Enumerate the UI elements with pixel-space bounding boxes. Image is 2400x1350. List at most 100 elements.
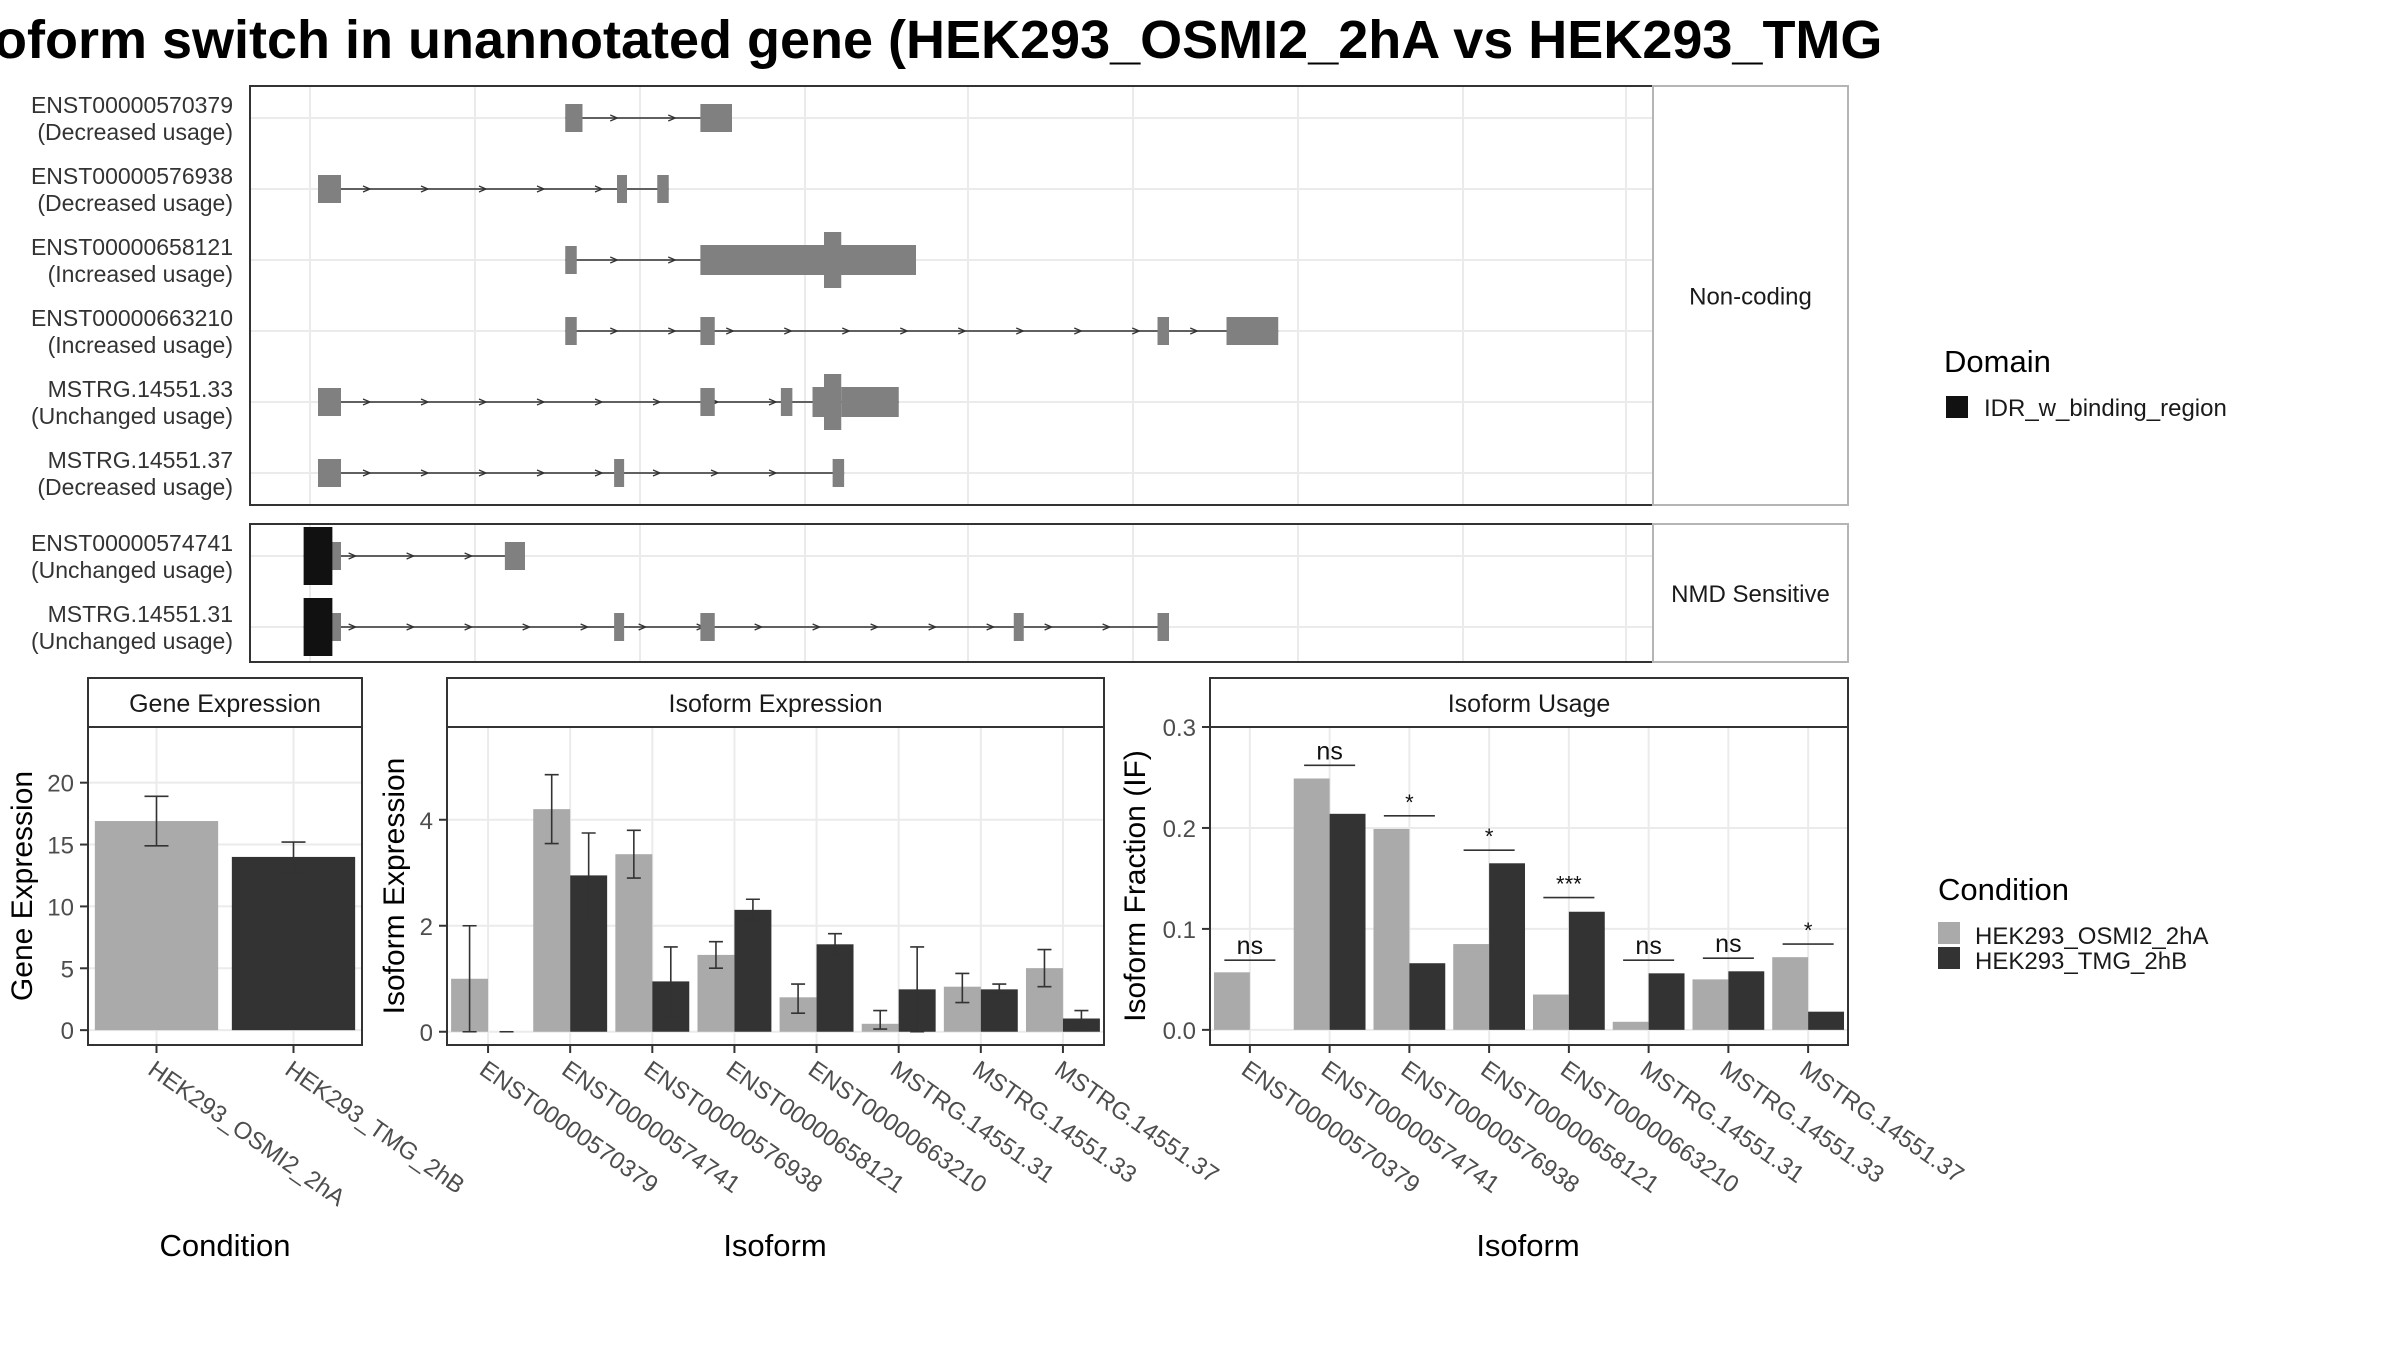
bar bbox=[231, 856, 356, 1031]
y-tick-label: 0.1 bbox=[1163, 917, 1196, 944]
strand-arrow bbox=[420, 185, 430, 193]
panel-border bbox=[87, 726, 363, 1046]
strand-arrow bbox=[594, 398, 604, 406]
exon-block bbox=[318, 459, 341, 487]
y-tick-label: 0.3 bbox=[1163, 715, 1196, 742]
error-bar bbox=[791, 983, 806, 1014]
bar bbox=[1293, 778, 1330, 1030]
strand-arrow bbox=[536, 185, 546, 193]
transcript-id-label: MSTRG.14551.33 bbox=[48, 376, 233, 402]
transcript-usage-label: (Increased usage) bbox=[48, 332, 233, 358]
exon-block bbox=[1157, 317, 1169, 345]
exon-block bbox=[824, 374, 842, 430]
exon-block bbox=[700, 613, 715, 641]
strand-arrow bbox=[594, 469, 604, 477]
y-tick-label: 0 bbox=[420, 1020, 433, 1047]
strand-arrow bbox=[899, 327, 909, 335]
significance-label: ns bbox=[1316, 737, 1342, 765]
transcript-id-label: ENST00000658121 bbox=[31, 234, 233, 260]
strand-arrow bbox=[638, 623, 648, 631]
transcript-usage-label: (Unchanged usage) bbox=[31, 403, 233, 429]
y-tick-label: 0.2 bbox=[1163, 816, 1196, 843]
structure-facet-1: ENST00000574741(Unchanged usage)MSTRG.14… bbox=[31, 523, 1849, 663]
bar bbox=[1329, 813, 1366, 1030]
bar bbox=[1373, 828, 1410, 1030]
strand-arrow bbox=[768, 398, 778, 406]
strand-arrow bbox=[522, 623, 532, 631]
strand-arrow bbox=[420, 398, 430, 406]
exon-block bbox=[617, 175, 627, 203]
transcript-usage-label: (Unchanged usage) bbox=[31, 557, 233, 583]
transcript-id-label: ENST00000570379 bbox=[31, 92, 233, 118]
exon-block bbox=[1013, 613, 1024, 641]
strand-arrow bbox=[754, 623, 764, 631]
strand-arrow bbox=[478, 398, 488, 406]
significance-label: ns bbox=[1715, 930, 1741, 958]
strand-arrow bbox=[1073, 327, 1083, 335]
strand-arrow bbox=[841, 327, 851, 335]
significance-label: ns bbox=[1635, 932, 1661, 960]
legend-swatch bbox=[1946, 396, 1968, 418]
facet-strip bbox=[1652, 85, 1849, 506]
exon-block bbox=[318, 388, 341, 416]
y-tick-label: 20 bbox=[47, 771, 74, 798]
strand-arrow bbox=[609, 256, 619, 264]
bar bbox=[734, 909, 772, 1032]
error-bar bbox=[828, 932, 843, 956]
panel-strip bbox=[446, 677, 1105, 728]
bar bbox=[816, 944, 854, 1032]
bar bbox=[94, 821, 219, 1031]
transcript-id-label: ENST00000663210 bbox=[31, 305, 233, 331]
facet-strip bbox=[1652, 523, 1849, 663]
panel-strip bbox=[87, 677, 363, 728]
strand-arrow bbox=[478, 469, 488, 477]
domain-block bbox=[303, 598, 333, 656]
panel-border bbox=[446, 726, 1105, 1046]
y-tick-label: 10 bbox=[47, 894, 74, 921]
exon-block bbox=[780, 388, 793, 416]
strand-arrow bbox=[870, 623, 880, 631]
exon-block bbox=[565, 246, 577, 274]
exon-block bbox=[1226, 317, 1279, 345]
significance-label: * bbox=[1485, 824, 1494, 849]
transcript-id-label: ENST00000576938 bbox=[31, 163, 233, 189]
exon-block bbox=[824, 232, 842, 288]
exon-block bbox=[1157, 613, 1169, 641]
strand-arrow bbox=[986, 623, 996, 631]
y-tick-label: 2 bbox=[420, 914, 433, 941]
error-bar bbox=[873, 1009, 888, 1030]
exon-block bbox=[700, 388, 715, 416]
strand-arrow bbox=[348, 623, 358, 631]
exon-block bbox=[614, 613, 625, 641]
error-bar bbox=[1074, 1009, 1089, 1028]
strand-arrow bbox=[536, 469, 546, 477]
strand-arrow bbox=[1189, 327, 1199, 335]
exon-block bbox=[504, 542, 525, 570]
strand-arrow bbox=[609, 114, 619, 122]
error-bar bbox=[144, 795, 169, 847]
strand-arrow bbox=[768, 469, 778, 477]
panel-title: Isoform Usage bbox=[1448, 690, 1611, 718]
facet-strip-label: NMD Sensitive bbox=[1671, 581, 1830, 608]
legend-item-label: HEK293_OSMI2_2hA bbox=[1975, 923, 2208, 950]
bar bbox=[1532, 994, 1569, 1030]
legend-item-label: HEK293_TMG_2hB bbox=[1975, 948, 2187, 975]
y-axis-title: Isoform Expression bbox=[378, 758, 411, 1015]
x-axis-title: Isoform bbox=[1476, 1228, 1579, 1263]
exon-block bbox=[700, 317, 715, 345]
bar bbox=[1568, 911, 1605, 1030]
strand-arrow bbox=[783, 327, 793, 335]
error-bar bbox=[955, 972, 970, 1004]
facet-background bbox=[250, 524, 1653, 662]
strand-arrow bbox=[406, 552, 416, 560]
error-bar bbox=[910, 946, 925, 1033]
strand-arrow bbox=[1102, 623, 1112, 631]
error-bar bbox=[544, 773, 559, 845]
strand-arrow bbox=[667, 114, 677, 122]
transcript-usage-label: (Decreased usage) bbox=[37, 119, 233, 145]
error-bar bbox=[281, 841, 306, 873]
facet-strip-label: Non-coding bbox=[1689, 284, 1812, 311]
exon-block bbox=[841, 387, 899, 417]
strand-arrow bbox=[1015, 327, 1025, 335]
